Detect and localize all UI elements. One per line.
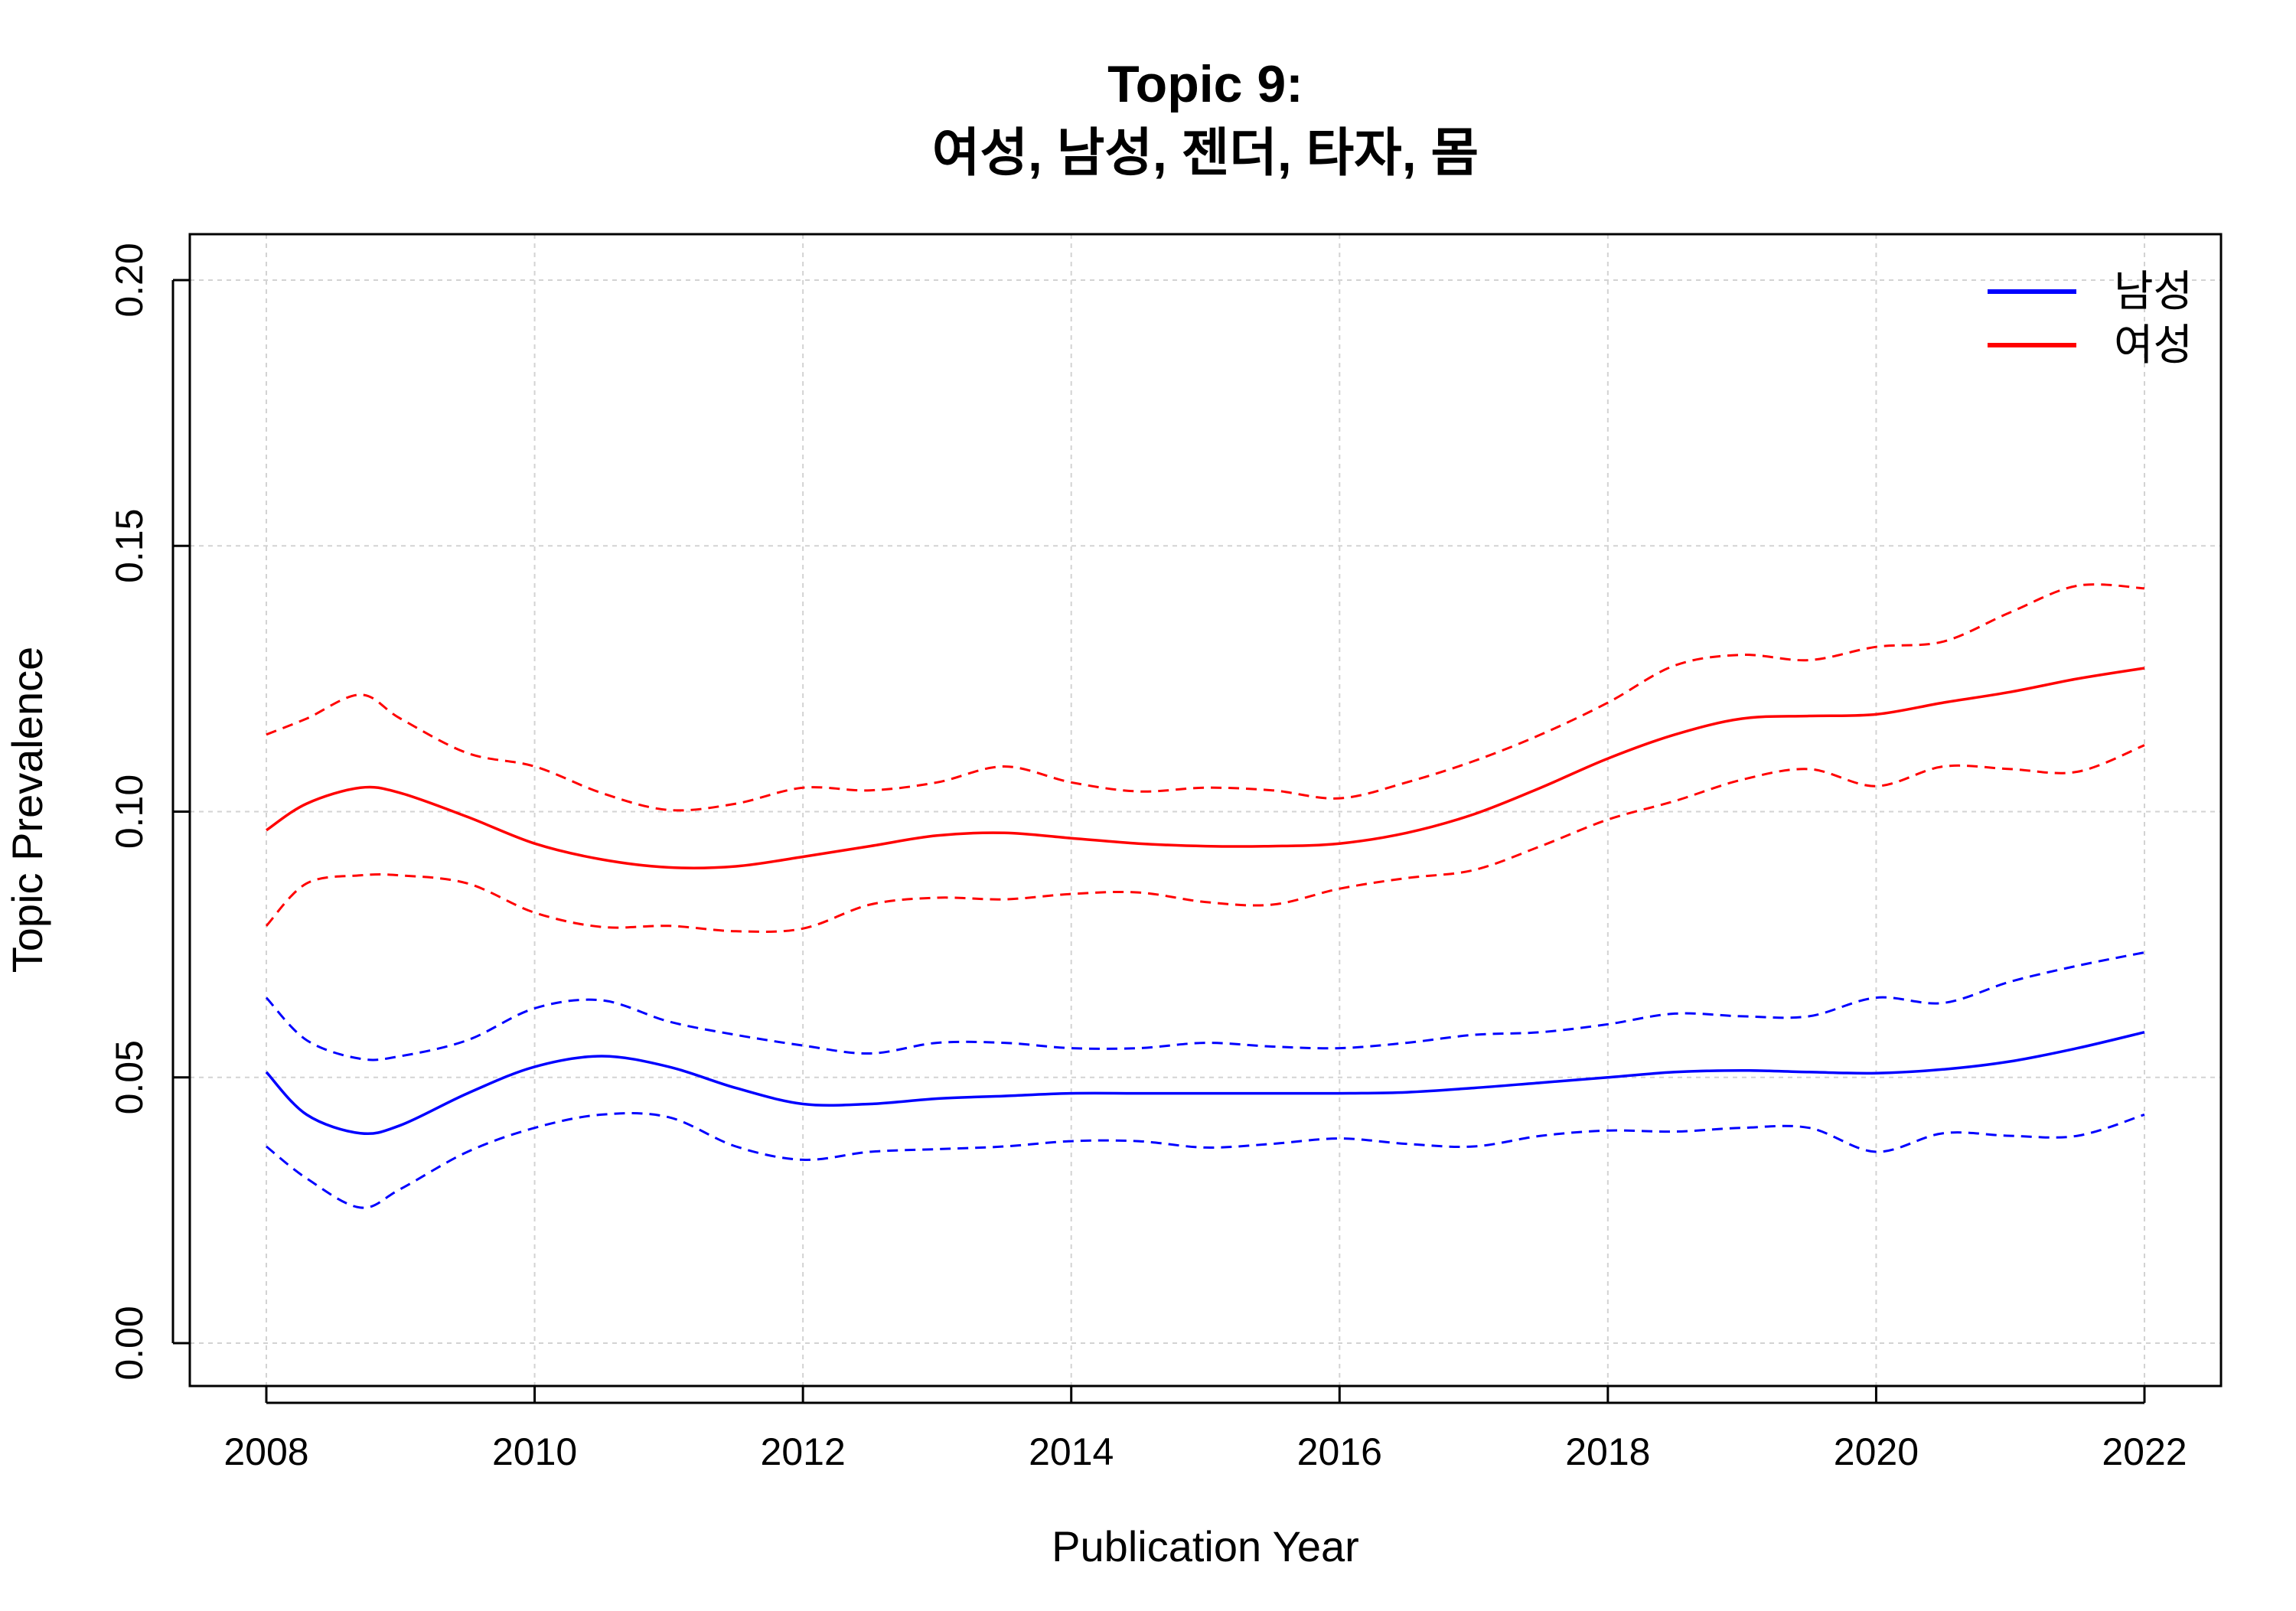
series-남성-lower-ci [266,1112,2145,1209]
x-tick-label-2010: 2010 [492,1430,577,1473]
series-여성-upper-ci [266,583,2145,812]
x-tick-label-2014: 2014 [1029,1430,1114,1473]
y-tick-label-0.20: 0.20 [108,243,151,317]
series-남성-upper-ci [265,951,2145,1061]
grid-lines [190,234,2221,1386]
x-tick-label-2016: 2016 [1297,1430,1382,1473]
y-axis-label: Topic Prevalence [3,647,51,973]
legend: 남성 여성 [1988,267,2193,369]
plot-frame [188,233,2223,1388]
y-tick-label-0.05: 0.05 [108,1040,151,1114]
series-남성-line [265,1030,2145,1136]
x-tick-label-2008: 2008 [223,1430,308,1473]
x-tick-label-2020: 2020 [1834,1430,1919,1473]
chart-subtitle: 여성, 남성, 젠더, 타자, 몸 [932,124,1479,182]
series-여성-line [266,667,2145,869]
x-tick-label-2018: 2018 [1565,1430,1650,1473]
x-tick-label-2022: 2022 [2102,1430,2187,1473]
axes: 2008 2010 2012 2014 2016 2018 2020 2022 0.00 0.05… [108,243,2187,1473]
x-axis-label: Publication Year [1052,1522,1359,1570]
legend-label-남성: 남성 [2114,267,2193,315]
y-tick-label-0.15: 0.15 [108,509,151,583]
legend-label-여성: 여성 [2114,321,2193,369]
x-tick-label-2012: 2012 [761,1430,846,1473]
series-여성-lower-ci [265,744,2145,933]
series-lines [265,583,2145,1209]
chart-title: Topic 9: [1107,55,1303,113]
y-tick-label-0.10: 0.10 [108,775,151,849]
y-tick-label-0.00: 0.00 [108,1306,151,1380]
